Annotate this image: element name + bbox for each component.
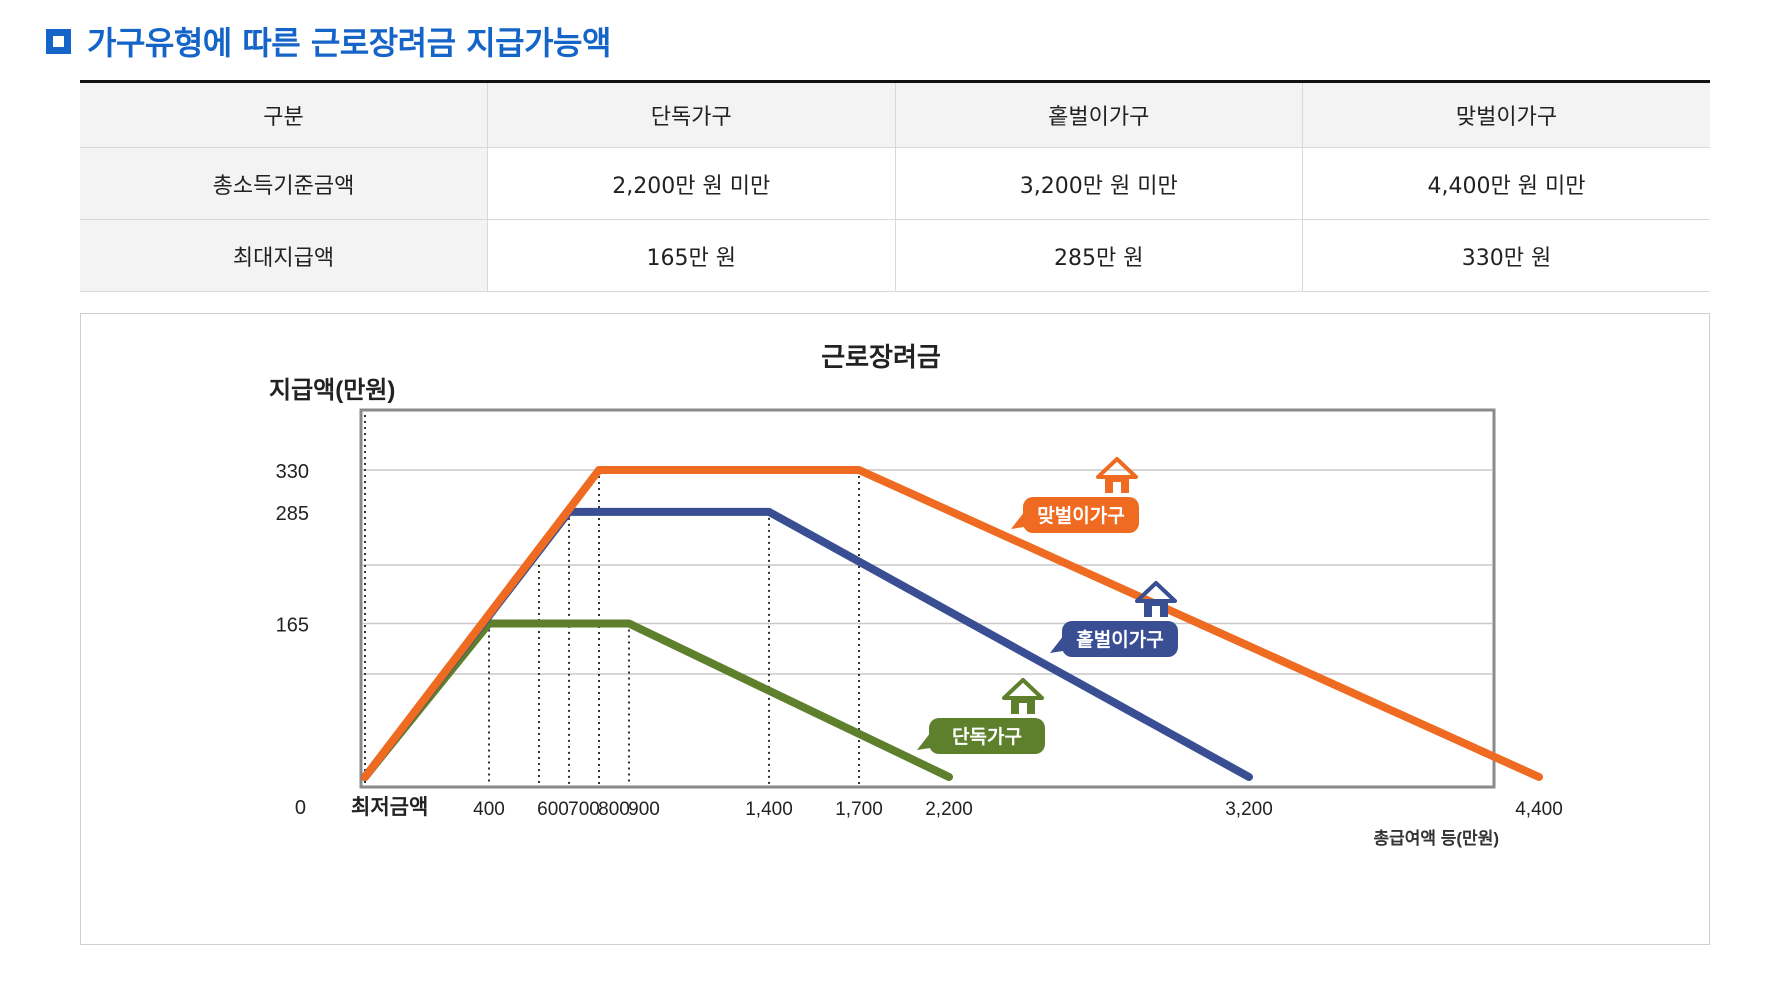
y-axis-label: 지급액(만원) bbox=[269, 377, 395, 404]
x-axis-label: 총급여액 등(만원) bbox=[1373, 829, 1499, 848]
x-tick-label: 4,400 bbox=[1515, 799, 1563, 820]
x-tick-label: 3,200 bbox=[1225, 799, 1273, 820]
table-cell: 2,200만 원 미만 bbox=[487, 147, 896, 220]
x-tick-label: 400 bbox=[473, 799, 505, 820]
section-title: 가구유형에 따른 근로장려금 지급가능액 bbox=[87, 24, 611, 62]
table-cell: 285만 원 bbox=[895, 219, 1303, 292]
table-cell: 330만 원 bbox=[1302, 219, 1710, 292]
x-tick-label: 2,200 bbox=[925, 799, 973, 820]
house-icon bbox=[1019, 703, 1027, 714]
benefit-summary-table: 구분 단독가구 홑벌이가구 맞벌이가구 총소득기준금액 2,200만 원 미만 … bbox=[80, 80, 1710, 292]
heading-bullet-icon bbox=[46, 28, 71, 54]
table-header-cell: 맞벌이가구 bbox=[1302, 81, 1710, 148]
house-icon bbox=[1152, 606, 1160, 617]
x-origin-label: 최저금액 bbox=[351, 796, 428, 819]
y-tick-label: 330 bbox=[276, 461, 309, 483]
table-header-cell: 홑벌이가구 bbox=[895, 81, 1303, 148]
y-tick-label: 285 bbox=[276, 503, 309, 525]
table-header-cell: 단독가구 bbox=[487, 81, 896, 148]
legend-badge bbox=[1062, 621, 1178, 657]
x-tick-label: 800 bbox=[598, 799, 630, 820]
table-row-header: 최대지급액 bbox=[80, 219, 488, 292]
y-tick-label: 165 bbox=[276, 615, 309, 637]
table-cell: 4,400만 원 미만 bbox=[1302, 147, 1710, 220]
legend-label: 맞벌이가구 bbox=[1037, 505, 1124, 527]
section-heading: 가구유형에 따른 근로장려금 지급가능액 bbox=[46, 18, 611, 64]
x-tick-label: 600 bbox=[537, 799, 569, 820]
table-row: 최대지급액 165만 원 285만 원 330만 원 bbox=[80, 219, 1710, 292]
legend-badge-pointer bbox=[1011, 511, 1037, 529]
x-tick-label: 1,400 bbox=[745, 799, 793, 820]
x-tick-label: 700 bbox=[568, 799, 600, 820]
table-cell: 3,200만 원 미만 bbox=[895, 147, 1303, 220]
table-header-cell: 구분 bbox=[80, 81, 488, 148]
legend-badge bbox=[929, 718, 1045, 754]
legend-badge-pointer bbox=[1050, 635, 1076, 653]
legend-label: 단독가구 bbox=[952, 726, 1022, 748]
legend-badge-pointer bbox=[917, 732, 943, 750]
legend-label: 홑벌이가구 bbox=[1076, 628, 1163, 651]
y-zero-label: 0 bbox=[295, 797, 306, 819]
x-tick-label: 900 bbox=[628, 799, 660, 820]
series-line bbox=[361, 466, 1543, 781]
house-icon bbox=[1113, 482, 1121, 493]
chart-title: 근로장려금 bbox=[821, 342, 941, 372]
table-row: 총소득기준금액 2,200만 원 미만 3,200만 원 미만 4,400만 원… bbox=[80, 147, 1710, 220]
table-row-header: 총소득기준금액 bbox=[80, 147, 488, 220]
x-tick-label: 1,700 bbox=[835, 799, 883, 820]
table-header-row: 구분 단독가구 홑벌이가구 맞벌이가구 bbox=[80, 81, 1710, 148]
legend-badge bbox=[1023, 497, 1139, 533]
table-cell: 165만 원 bbox=[487, 219, 896, 292]
